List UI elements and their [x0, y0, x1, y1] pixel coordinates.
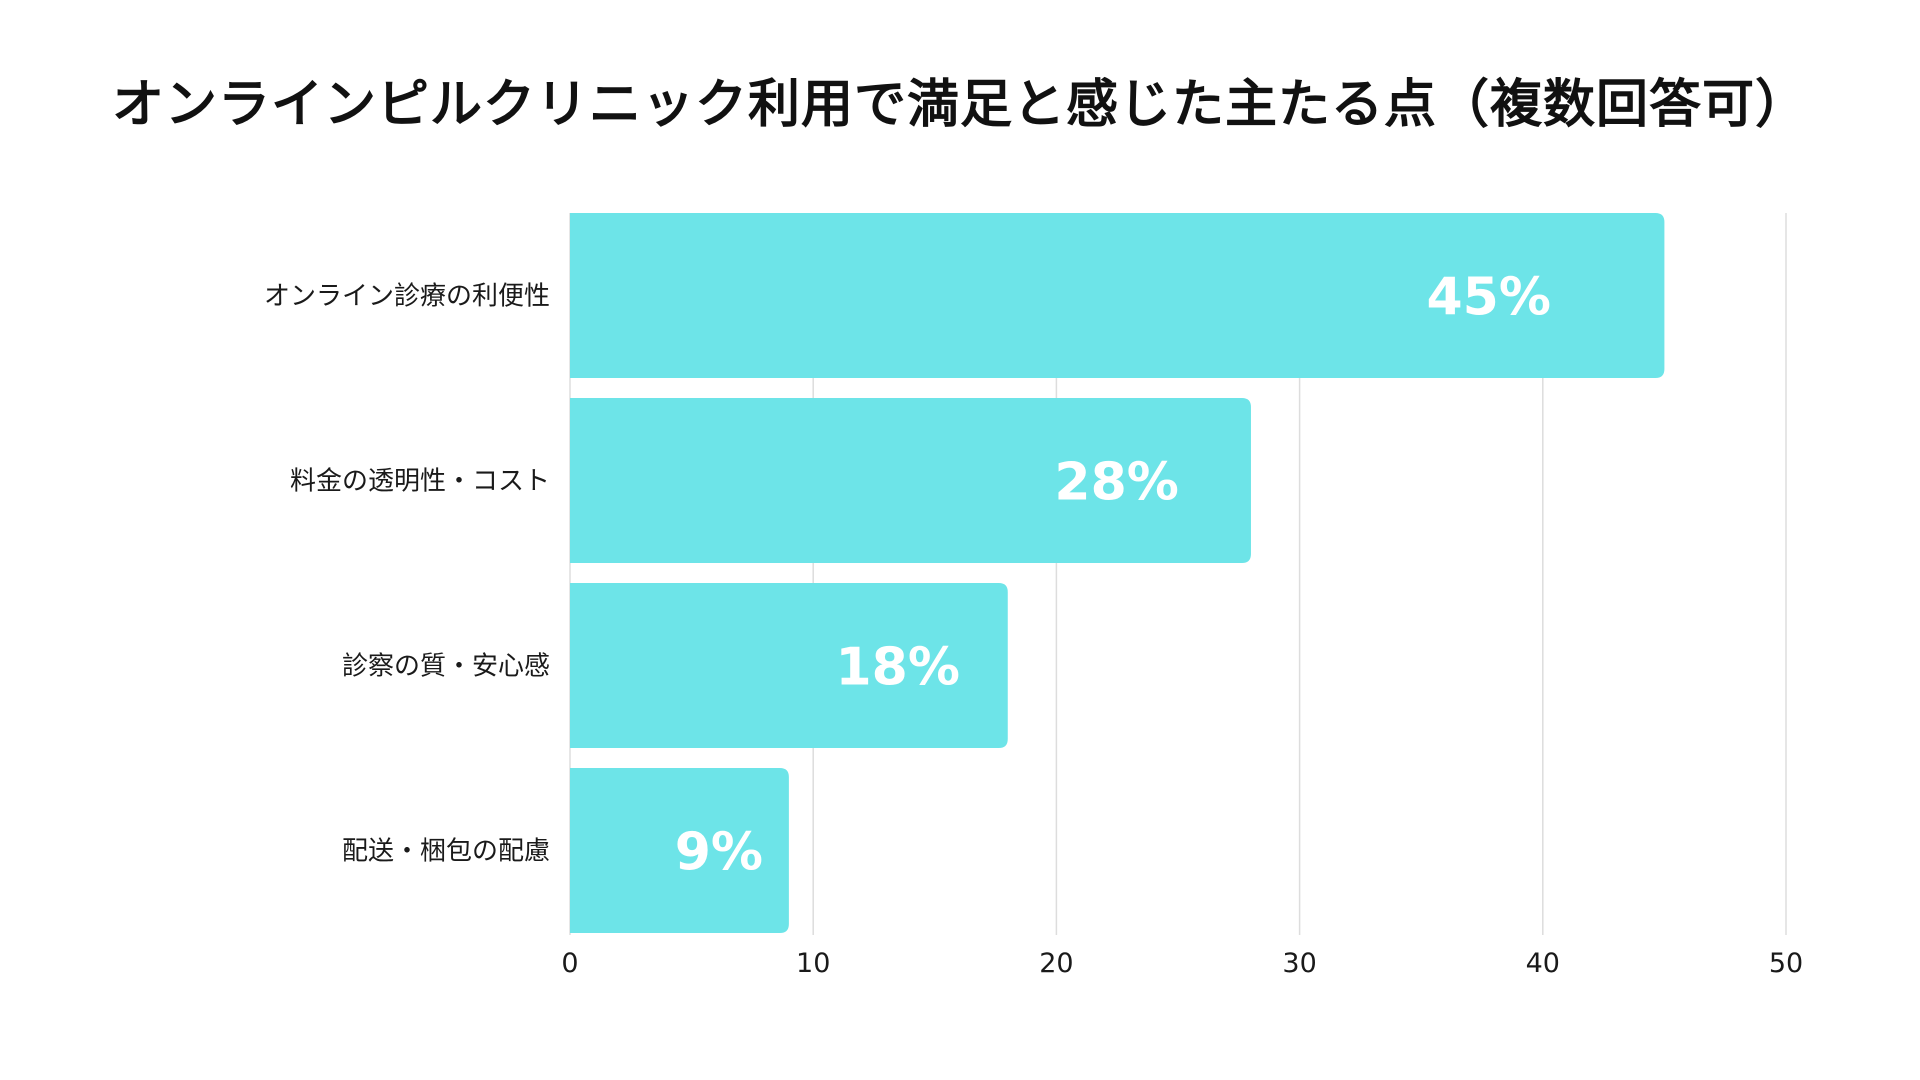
bar-value-label: 9%: [675, 823, 763, 883]
bar-value-label: 28%: [1054, 453, 1178, 513]
chart-title: オンラインピルクリニック利用で満足と感じた主たる点（複数回答可）: [111, 75, 1808, 135]
bar-value-label: 45%: [1426, 268, 1550, 328]
x-tick-label: 20: [1039, 948, 1073, 979]
category-label: 診察の質・安心感: [342, 652, 550, 682]
bar: [570, 583, 1008, 748]
bar: [570, 398, 1251, 563]
x-tick-label: 40: [1526, 948, 1560, 979]
bars: 45% 28% 18% 9%: [570, 213, 1665, 933]
category-label: 配送・梱包の配慮: [342, 837, 550, 867]
x-tick-label: 0: [561, 948, 578, 979]
bar: [570, 768, 789, 933]
x-tick-label: 50: [1769, 948, 1803, 979]
x-tick-label: 10: [796, 948, 830, 979]
category-label: 料金の透明性・コスト: [290, 467, 550, 497]
category-label: オンライン診療の利便性: [264, 282, 550, 312]
x-tick-label: 30: [1282, 948, 1316, 979]
x-tick-labels: 0 10 20 30 40 50: [561, 948, 1803, 979]
bar-value-label: 18%: [836, 638, 960, 698]
bar: [570, 213, 1665, 378]
